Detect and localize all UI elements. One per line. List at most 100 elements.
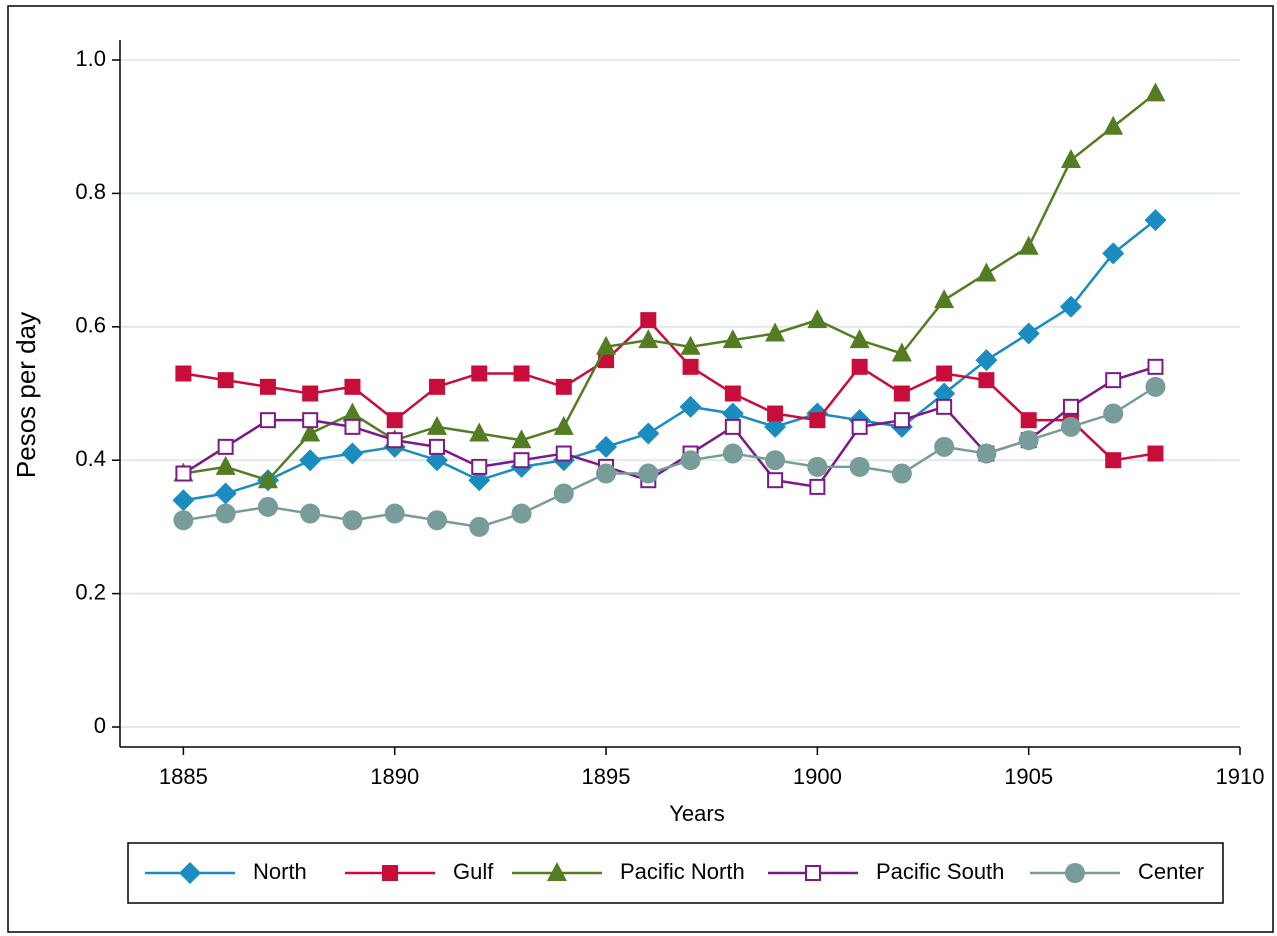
data-point xyxy=(1102,242,1125,265)
data-point xyxy=(469,516,490,537)
data-point xyxy=(344,418,361,435)
data-point xyxy=(555,445,572,462)
data-point xyxy=(300,503,321,524)
data-point xyxy=(428,378,445,395)
data-point xyxy=(767,405,784,422)
data-point xyxy=(217,438,234,455)
data-point xyxy=(259,378,276,395)
data-point xyxy=(1060,416,1081,437)
legend-label: Gulf xyxy=(453,859,494,884)
data-point xyxy=(975,349,998,372)
data-point xyxy=(175,365,192,382)
data-point xyxy=(765,450,786,471)
data-point xyxy=(934,289,955,309)
data-point xyxy=(936,398,953,415)
data-point xyxy=(891,342,912,362)
data-point xyxy=(302,385,319,402)
data-point xyxy=(680,335,701,355)
data-point xyxy=(553,483,574,504)
data-point xyxy=(1147,445,1164,462)
data-point xyxy=(638,463,659,484)
data-point xyxy=(511,503,532,524)
data-point xyxy=(259,412,276,429)
legend-marker xyxy=(1065,863,1085,883)
data-point xyxy=(1145,82,1166,102)
data-point xyxy=(809,412,826,429)
legend-label: Center xyxy=(1138,859,1204,884)
data-point xyxy=(1147,358,1164,375)
data-point xyxy=(173,510,194,531)
y-tick-label: 0.4 xyxy=(75,446,106,471)
data-point xyxy=(724,385,741,402)
legend-marker xyxy=(179,862,201,884)
y-axis-title: Pesos per day xyxy=(11,312,41,478)
data-point xyxy=(1105,452,1122,469)
data-point xyxy=(1145,376,1166,397)
data-point xyxy=(809,478,826,495)
x-tick-label: 1910 xyxy=(1216,764,1265,789)
x-tick-label: 1885 xyxy=(159,764,208,789)
data-point xyxy=(596,463,617,484)
data-point xyxy=(976,443,997,464)
data-point xyxy=(1020,412,1037,429)
data-point xyxy=(215,455,236,475)
data-point xyxy=(215,503,236,524)
data-point xyxy=(767,472,784,489)
x-axis-title: Years xyxy=(669,801,724,826)
y-tick-label: 0 xyxy=(94,713,106,738)
data-point xyxy=(300,422,321,442)
data-point xyxy=(1017,322,1040,345)
data-point xyxy=(553,415,574,435)
data-point xyxy=(513,452,530,469)
data-point xyxy=(807,309,828,329)
data-point xyxy=(1105,372,1122,389)
y-tick-label: 0.2 xyxy=(75,579,106,604)
data-point xyxy=(595,435,618,458)
data-point xyxy=(257,469,278,489)
data-point xyxy=(682,358,699,375)
data-point xyxy=(469,422,490,442)
data-point xyxy=(1018,235,1039,255)
data-point xyxy=(851,418,868,435)
data-point xyxy=(765,322,786,342)
data-point xyxy=(1144,209,1167,232)
data-point xyxy=(1103,403,1124,424)
data-point xyxy=(637,422,660,445)
data-point xyxy=(936,365,953,382)
data-point xyxy=(978,372,995,389)
data-point xyxy=(217,372,234,389)
x-tick-label: 1900 xyxy=(793,764,842,789)
data-point xyxy=(214,482,237,505)
data-point xyxy=(679,395,702,418)
x-tick-label: 1895 xyxy=(582,764,631,789)
data-point xyxy=(849,456,870,477)
data-point xyxy=(555,378,572,395)
data-point xyxy=(893,412,910,429)
data-point xyxy=(471,458,488,475)
data-point xyxy=(342,510,363,531)
x-tick-label: 1890 xyxy=(370,764,419,789)
data-point xyxy=(384,503,405,524)
data-point xyxy=(471,365,488,382)
data-point xyxy=(596,335,617,355)
data-point xyxy=(426,415,447,435)
data-point xyxy=(851,358,868,375)
data-point xyxy=(680,450,701,471)
data-point xyxy=(1062,398,1079,415)
data-point xyxy=(513,365,530,382)
legend-label: North xyxy=(253,859,307,884)
data-point xyxy=(849,329,870,349)
data-point xyxy=(1059,295,1082,318)
data-point xyxy=(428,438,445,455)
data-point xyxy=(1018,430,1039,451)
data-point xyxy=(934,436,955,457)
y-tick-label: 0.8 xyxy=(75,179,106,204)
data-point xyxy=(893,385,910,402)
data-point xyxy=(342,402,363,422)
x-tick-label: 1905 xyxy=(1004,764,1053,789)
data-point xyxy=(302,412,319,429)
data-point xyxy=(722,443,743,464)
data-point xyxy=(175,465,192,482)
data-point xyxy=(299,449,322,472)
